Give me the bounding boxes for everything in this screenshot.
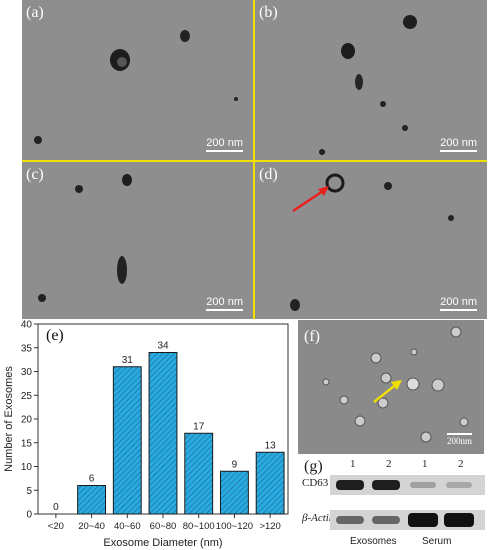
scale-bar-b: 200 nm <box>440 137 477 152</box>
y-tick-label: 0 <box>26 510 32 521</box>
y-tick-label: 10 <box>21 462 33 473</box>
scale-label-f: 200nm <box>446 436 472 446</box>
x-tick-label: 100~120 <box>216 521 253 532</box>
y-axis-title: Number of Exosomes <box>3 366 15 472</box>
row-label-beta-actin: β-Actin <box>302 512 335 524</box>
x-tick-label: 20~40 <box>78 521 105 532</box>
tem-image-a <box>34 30 238 144</box>
bar-value-label: 13 <box>265 440 277 451</box>
y-tick-label: 35 <box>21 343 33 354</box>
panel-label-c: (c) <box>26 166 44 183</box>
scale-bar-a: 200 nm <box>206 137 243 152</box>
panel-label-a: (a) <box>26 4 44 21</box>
tem-panel-a: (a) 200 nm <box>22 0 253 160</box>
blot-strip-beta-actin <box>330 510 485 530</box>
yellow-arrow-icon <box>373 382 399 403</box>
bar-value-label: 31 <box>122 355 134 366</box>
y-tick-label: 30 <box>21 367 33 378</box>
group-label-exosomes: Exosomes <box>350 536 397 547</box>
lane-number-4: 2 <box>458 458 464 470</box>
bar-value-label: 34 <box>157 341 169 352</box>
group-label-serum: Serum <box>422 536 452 547</box>
row-label-cd63: CD63 <box>302 477 329 489</box>
scale-label-c: 200 nm <box>206 296 243 308</box>
sem-image-f <box>322 326 469 443</box>
x-tick-label: 60~80 <box>150 521 177 532</box>
bar <box>77 485 107 515</box>
panel-label-e: (e) <box>46 327 64 344</box>
tem-image-b <box>319 15 417 155</box>
x-axis-title: Exosome Diameter (nm) <box>103 537 222 549</box>
lane-number-1: 1 <box>350 458 356 470</box>
divider-horizontal <box>22 160 487 162</box>
y-tick-label: 20 <box>21 415 33 426</box>
scale-bar-d: 200 nm <box>440 296 477 311</box>
panel-label-g: (g) <box>304 458 323 475</box>
blot-strip-cd63 <box>330 475 485 495</box>
bar <box>220 470 249 515</box>
scale-bar-f: 200nm <box>446 433 472 446</box>
divider-vertical <box>253 0 255 319</box>
lane-number-3: 1 <box>422 458 428 470</box>
x-tick-label: >120 <box>259 521 280 532</box>
red-arrow-icon <box>292 187 327 213</box>
tem-image-c <box>38 174 132 302</box>
bar <box>112 366 142 515</box>
tem-image-d <box>290 173 454 311</box>
scale-label-b: 200 nm <box>440 137 477 149</box>
scale-label-d: 200 nm <box>440 296 477 308</box>
tem-panel-d: (d) 200 nm <box>255 162 487 319</box>
tem-panel-b: (b) 200 nm <box>255 0 487 160</box>
lane-number-2: 2 <box>386 458 392 470</box>
panel-label-f: (f) <box>304 328 320 345</box>
bar <box>184 432 214 515</box>
size-histogram: 0 6 31 34 17 9 13 0 5 10 15 20 25 30 35 40 <20 20~40 40~… <box>3 320 289 549</box>
y-tick-label: 5 <box>26 486 32 497</box>
scale-label-a: 200 nm <box>206 137 243 149</box>
bar-value-label: 0 <box>53 502 59 513</box>
x-tick-label: 40~60 <box>114 521 141 532</box>
bar <box>148 352 178 515</box>
panel-label-d: (d) <box>259 166 278 183</box>
y-tick-label: 25 <box>21 391 33 402</box>
western-blot-g: (g) 1 2 1 2 CD63 β-Actin Exosomes Serum <box>300 456 490 550</box>
x-tick-label: 80~100 <box>183 521 215 532</box>
panel-label-b: (b) <box>259 4 278 21</box>
bar-value-label: 9 <box>232 459 238 470</box>
y-tick-label: 15 <box>21 438 33 449</box>
bar-value-label: 6 <box>89 474 95 485</box>
sem-panel-f: (f) 200nm <box>298 320 484 454</box>
y-tick-label: 40 <box>21 320 33 331</box>
bar-value-label: 17 <box>193 421 205 432</box>
x-tick-label: <20 <box>48 521 64 532</box>
scale-bar-c: 200 nm <box>206 296 243 311</box>
bar <box>255 451 285 515</box>
tem-panel-c: (c) 200 nm <box>22 162 253 319</box>
